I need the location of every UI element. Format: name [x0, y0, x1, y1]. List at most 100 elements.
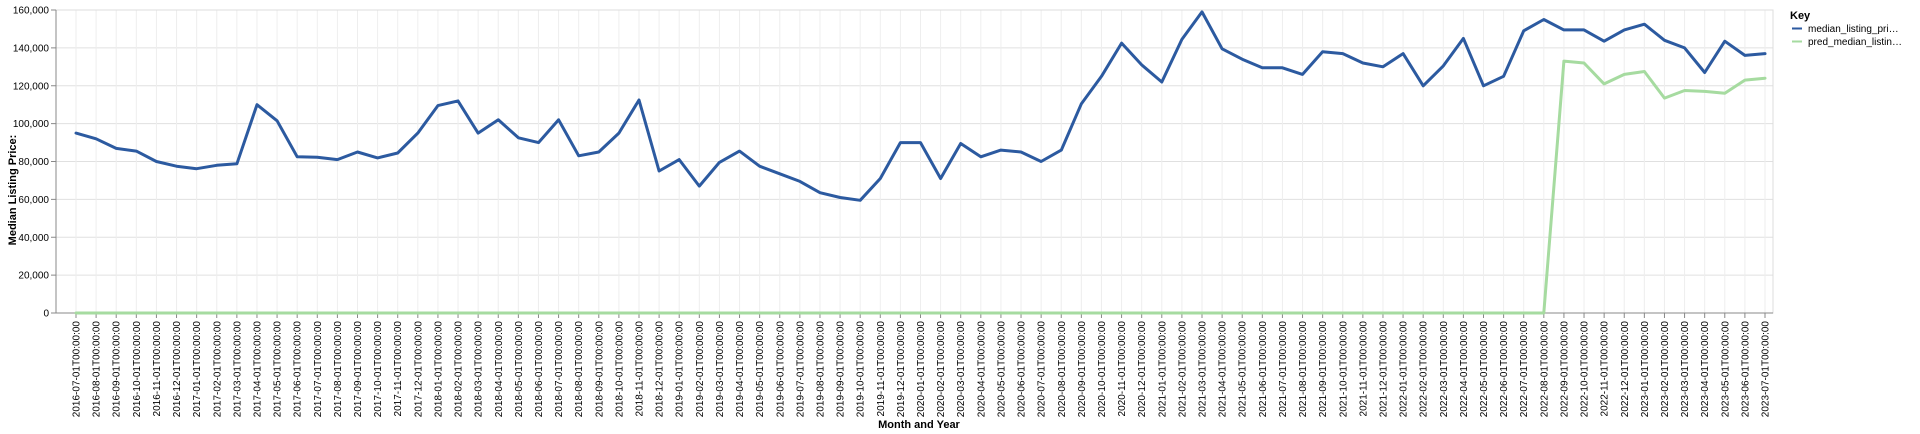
x-tick-label: 2020-11-01T00:00:00 [1117, 321, 1128, 417]
x-tick-label: 2018-12-01T00:00:00 [655, 321, 666, 418]
y-tick-label: 120,000 [13, 81, 50, 92]
y-tick-label: 80,000 [18, 157, 49, 168]
x-tick-label: 2016-11-01T00:00:00 [152, 321, 163, 417]
x-tick-label: 2016-07-01T00:00:00 [72, 321, 83, 418]
x-tick-label: 2018-09-01T00:00:00 [594, 321, 605, 418]
x-tick-label: 2022-04-01T00:00:00 [1459, 321, 1470, 418]
x-tick-label: 2016-12-01T00:00:00 [172, 321, 183, 418]
x-tick-label: 2019-07-01T00:00:00 [795, 321, 806, 418]
x-tick-label: 2022-06-01T00:00:00 [1499, 321, 1510, 418]
x-tick-label: 2018-07-01T00:00:00 [554, 321, 565, 418]
x-tick-label: 2017-06-01T00:00:00 [293, 321, 304, 418]
x-tick-label: 2019-03-01T00:00:00 [715, 321, 726, 418]
x-tick-label: 2018-02-01T00:00:00 [454, 321, 465, 418]
x-tick-label: 2019-12-01T00:00:00 [896, 321, 907, 418]
x-tick-label: 2023-07-01T00:00:00 [1761, 321, 1772, 418]
x-tick-label: 2016-08-01T00:00:00 [92, 321, 103, 418]
x-tick-label: 2022-12-01T00:00:00 [1620, 321, 1631, 418]
x-tick-label: 2023-03-01T00:00:00 [1680, 321, 1691, 418]
x-tick-label: 2016-10-01T00:00:00 [132, 321, 143, 418]
x-tick-label: 2019-09-01T00:00:00 [836, 321, 847, 418]
y-axis-title: Median Listing Price: [7, 135, 19, 246]
x-tick-label: 2017-03-01T00:00:00 [232, 321, 243, 418]
x-tick-label: 2020-04-01T00:00:00 [976, 321, 987, 418]
x-axis-ticks: 2016-07-01T00:00:00 2016-08-01T00:00:00 20… [72, 313, 1772, 417]
x-tick-label: 2021-04-01T00:00:00 [1218, 321, 1229, 418]
x-tick-label: 2020-03-01T00:00:00 [956, 321, 967, 418]
series-lines [74, 10, 1767, 315]
x-tick-label: 2017-04-01T00:00:00 [252, 321, 263, 418]
x-tick-label: 2018-03-01T00:00:00 [474, 321, 485, 418]
x-tick-label: 2022-02-01T00:00:00 [1419, 321, 1430, 418]
x-tick-label: 2021-12-01T00:00:00 [1378, 321, 1389, 418]
x-tick-label: 2022-07-01T00:00:00 [1519, 321, 1530, 418]
x-tick-label: 2017-10-01T00:00:00 [373, 321, 384, 418]
x-axis-title: Month and Year [878, 419, 960, 431]
x-tick-label: 2017-08-01T00:00:00 [333, 321, 344, 418]
x-tick-label: 2019-01-01T00:00:00 [675, 321, 686, 418]
x-tick-label: 2023-05-01T00:00:00 [1720, 321, 1731, 418]
x-tick-label: 2023-06-01T00:00:00 [1740, 321, 1751, 418]
y-tick-label: 160,000 [13, 6, 50, 17]
x-tick-label: 2021-02-01T00:00:00 [1177, 321, 1188, 418]
legend-title: Key [1790, 10, 1811, 22]
x-tick-label: 2017-01-01T00:00:00 [192, 321, 203, 418]
x-tick-label: 2016-09-01T00:00:00 [112, 321, 123, 418]
x-tick-label: 2022-01-01T00:00:00 [1399, 321, 1410, 418]
x-tick-label: 2021-09-01T00:00:00 [1318, 321, 1329, 418]
x-tick-label: 2017-09-01T00:00:00 [353, 321, 364, 418]
x-tick-label: 2020-06-01T00:00:00 [1017, 321, 1028, 418]
x-tick-label: 2019-04-01T00:00:00 [735, 321, 746, 418]
x-tick-label: 2021-11-01T00:00:00 [1358, 321, 1369, 417]
x-tick-label: 2021-03-01T00:00:00 [1198, 321, 1209, 418]
x-tick-label: 2017-05-01T00:00:00 [273, 321, 284, 418]
x-tick-label: 2020-08-01T00:00:00 [1057, 321, 1068, 418]
y-tick-label: 40,000 [18, 233, 49, 244]
x-tick-label: 2020-01-01T00:00:00 [916, 321, 927, 418]
x-tick-label: 2018-11-01T00:00:00 [635, 321, 646, 417]
y-tick-label: 0 [43, 309, 49, 320]
x-tick-label: 2019-06-01T00:00:00 [775, 321, 786, 418]
x-tick-label: 2019-11-01T00:00:00 [876, 321, 887, 417]
x-tick-label: 2020-12-01T00:00:00 [1137, 321, 1148, 418]
grid-lines [56, 9, 1773, 314]
x-tick-label: 2018-06-01T00:00:00 [534, 321, 545, 418]
x-tick-label: 2021-06-01T00:00:00 [1258, 321, 1269, 418]
x-tick-label: 2021-08-01T00:00:00 [1298, 321, 1309, 418]
x-tick-label: 2021-01-01T00:00:00 [1157, 321, 1168, 418]
y-tick-label: 60,000 [18, 195, 49, 206]
x-tick-label: 2022-09-01T00:00:00 [1559, 321, 1570, 418]
x-tick-label: 2022-08-01T00:00:00 [1539, 321, 1550, 418]
x-tick-label: 2017-11-01T00:00:00 [393, 321, 404, 417]
x-tick-label: 2022-03-01T00:00:00 [1439, 321, 1450, 418]
x-tick-label: 2019-02-01T00:00:00 [695, 321, 706, 418]
x-tick-label: 2022-10-01T00:00:00 [1580, 321, 1591, 418]
x-tick-label: 2017-12-01T00:00:00 [413, 321, 424, 418]
x-tick-label: 2021-05-01T00:00:00 [1238, 321, 1249, 418]
x-tick-label: 2023-02-01T00:00:00 [1660, 321, 1671, 418]
legend-label: median_listing_pri… [1808, 24, 1899, 35]
x-tick-label: 2019-10-01T00:00:00 [856, 321, 867, 418]
x-tick-label: 2017-07-01T00:00:00 [313, 321, 324, 418]
legend-label: pred_median_listin… [1808, 37, 1902, 48]
x-tick-label: 2019-05-01T00:00:00 [755, 321, 766, 418]
y-tick-label: 140,000 [13, 43, 50, 54]
x-tick-label: 2020-05-01T00:00:00 [996, 321, 1007, 418]
x-tick-label: 2017-02-01T00:00:00 [212, 321, 223, 418]
x-tick-label: 2020-10-01T00:00:00 [1097, 321, 1108, 418]
y-axis-ticks: 0 20,000 40,000 60,000 80,000 100,000 120,000 1… [13, 6, 56, 320]
series-line-pred-median-listin- [74, 59, 1767, 315]
legend: Key median_listing_pri… pred_median_listi… [1790, 10, 1902, 48]
y-tick-label: 20,000 [18, 271, 49, 282]
x-tick-label: 2018-04-01T00:00:00 [494, 321, 505, 418]
x-tick-label: 2022-05-01T00:00:00 [1479, 321, 1490, 418]
x-tick-label: 2021-10-01T00:00:00 [1338, 321, 1349, 418]
series-line-median-listing-pri- [74, 10, 1767, 202]
x-tick-label: 2023-01-01T00:00:00 [1640, 321, 1651, 418]
x-tick-label: 2019-08-01T00:00:00 [815, 321, 826, 418]
x-tick-label: 2023-04-01T00:00:00 [1700, 321, 1711, 418]
y-tick-label: 100,000 [13, 119, 50, 130]
x-tick-label: 2018-08-01T00:00:00 [574, 321, 585, 418]
x-tick-label: 2022-11-01T00:00:00 [1600, 321, 1611, 417]
